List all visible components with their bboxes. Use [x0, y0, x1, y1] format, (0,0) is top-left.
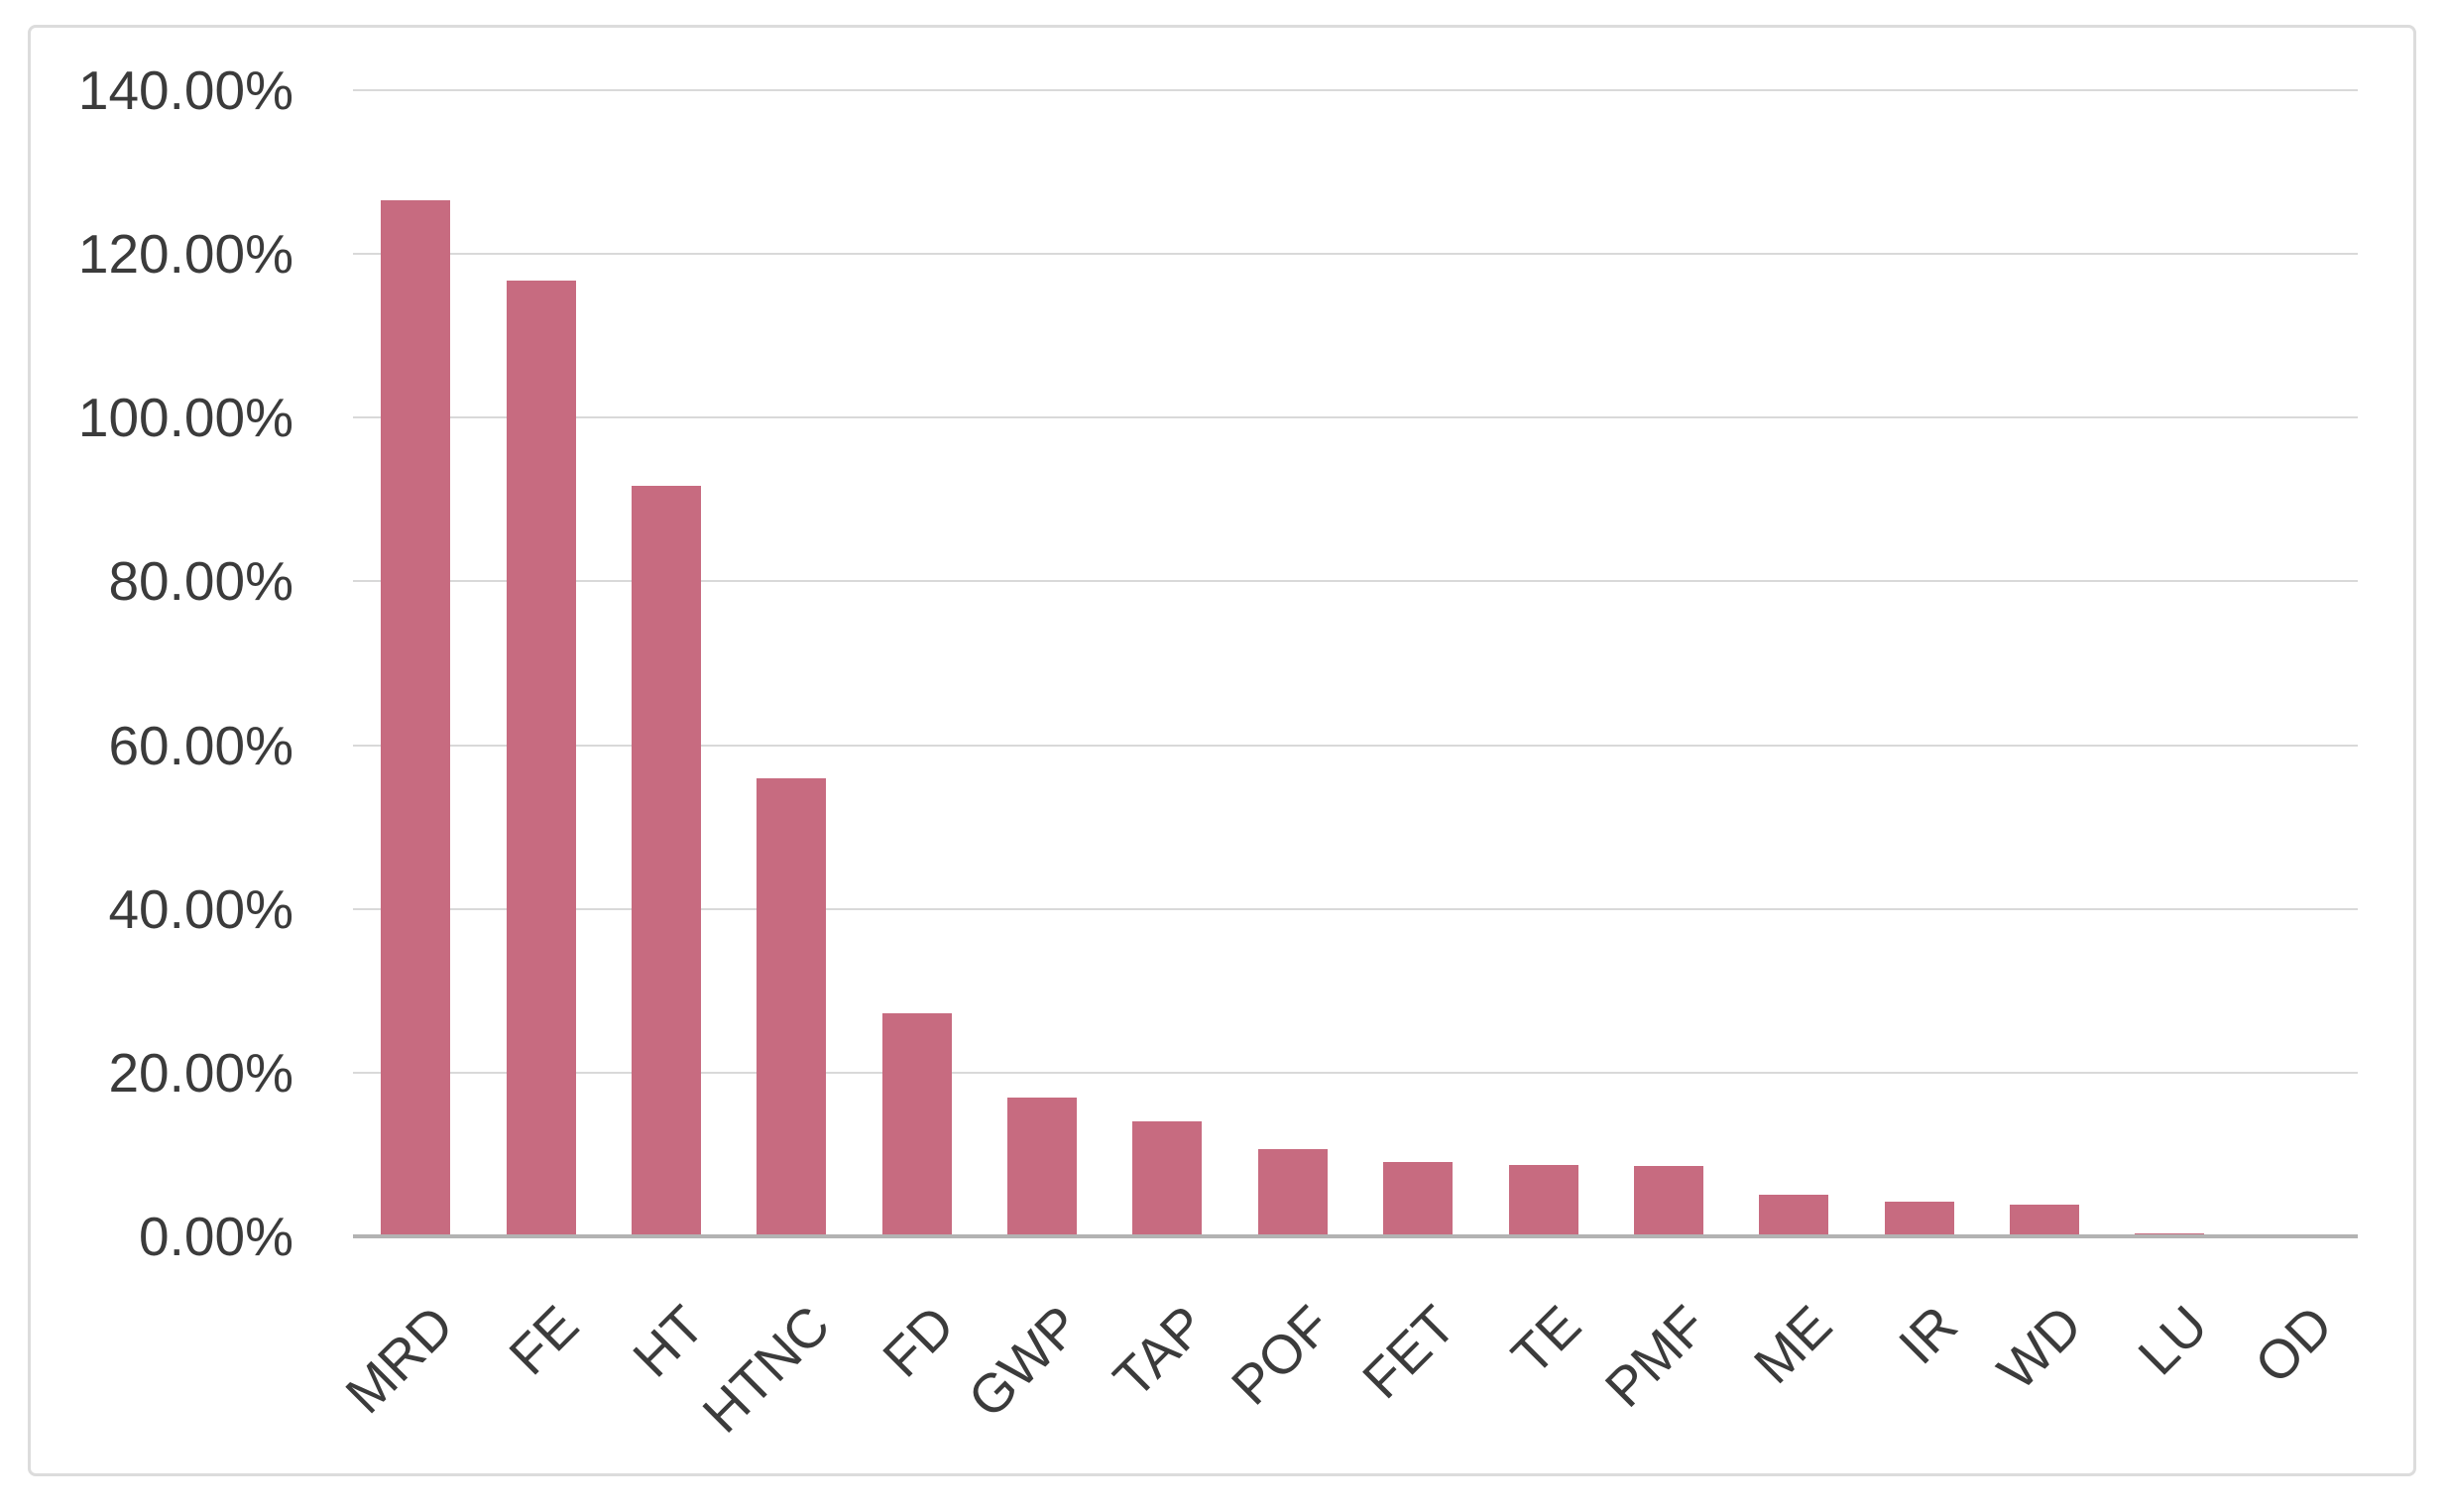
bar-fd	[881, 1013, 952, 1236]
gridline-40.00%	[353, 907, 2358, 910]
bar-te	[1508, 1165, 1578, 1236]
bar-chart-frame: 0.00% 20.00% 40.00% 60.00% 80.00% 100.00% 120.…	[28, 25, 2416, 1476]
x-tick-label-fet: FET	[1350, 1293, 1467, 1411]
y-tick-label: 120.00%	[77, 223, 293, 286]
y-tick-label: 40.00%	[108, 877, 293, 940]
gridline-60.00%	[353, 744, 2358, 747]
gridline-120.00%	[353, 253, 2358, 256]
bar-pof	[1257, 1149, 1328, 1236]
bar-gwp	[1007, 1098, 1078, 1236]
gridline-140.00%	[353, 89, 2358, 91]
bar-mrd	[381, 200, 451, 1236]
plot-area	[353, 89, 2358, 1238]
y-tick-label: 20.00%	[108, 1041, 293, 1104]
x-tick-label-ir: IR	[1886, 1293, 1969, 1376]
bar-ht	[631, 486, 701, 1236]
x-tick-label-wd: WD	[1986, 1293, 2094, 1402]
x-tick-label-fd: FD	[871, 1293, 967, 1389]
x-tick-label-pmf: PMF	[1592, 1293, 1718, 1419]
x-tick-label-fe: FE	[497, 1293, 591, 1387]
bar-fe	[506, 281, 576, 1236]
y-tick-label: 80.00%	[108, 550, 293, 613]
x-axis-line	[353, 1234, 2358, 1238]
x-tick-label-me: ME	[1741, 1293, 1844, 1396]
bar-me	[1759, 1195, 1829, 1236]
x-tick-label-lu: LU	[2126, 1293, 2220, 1387]
bar-ir	[1884, 1202, 1954, 1236]
x-tick-label-mrd: MRD	[333, 1293, 465, 1426]
gridline-100.00%	[353, 416, 2358, 419]
gridline-80.00%	[353, 580, 2358, 583]
x-tick-label-gwp: GWP	[956, 1293, 1092, 1430]
bar-pmf	[1633, 1166, 1703, 1236]
y-tick-label: 0.00%	[139, 1206, 293, 1267]
y-tick-label: 100.00%	[77, 387, 293, 449]
x-tick-label-ht: HT	[620, 1293, 716, 1389]
y-tick-label: 60.00%	[108, 714, 293, 776]
x-tick-label-te: TE	[1499, 1293, 1593, 1387]
x-tick-label-od: OD	[2243, 1293, 2345, 1396]
bar-wd	[2010, 1205, 2080, 1236]
y-tick-label: 140.00%	[77, 59, 293, 121]
bar-htnc	[757, 778, 827, 1236]
x-tick-label-htnc: HTNC	[690, 1293, 842, 1445]
gridline-20.00%	[353, 1071, 2358, 1074]
x-tick-label-pof: POF	[1219, 1293, 1342, 1417]
bar-fet	[1383, 1162, 1454, 1236]
bar-tap	[1132, 1121, 1203, 1236]
x-tick-label-tap: TAP	[1101, 1293, 1218, 1410]
